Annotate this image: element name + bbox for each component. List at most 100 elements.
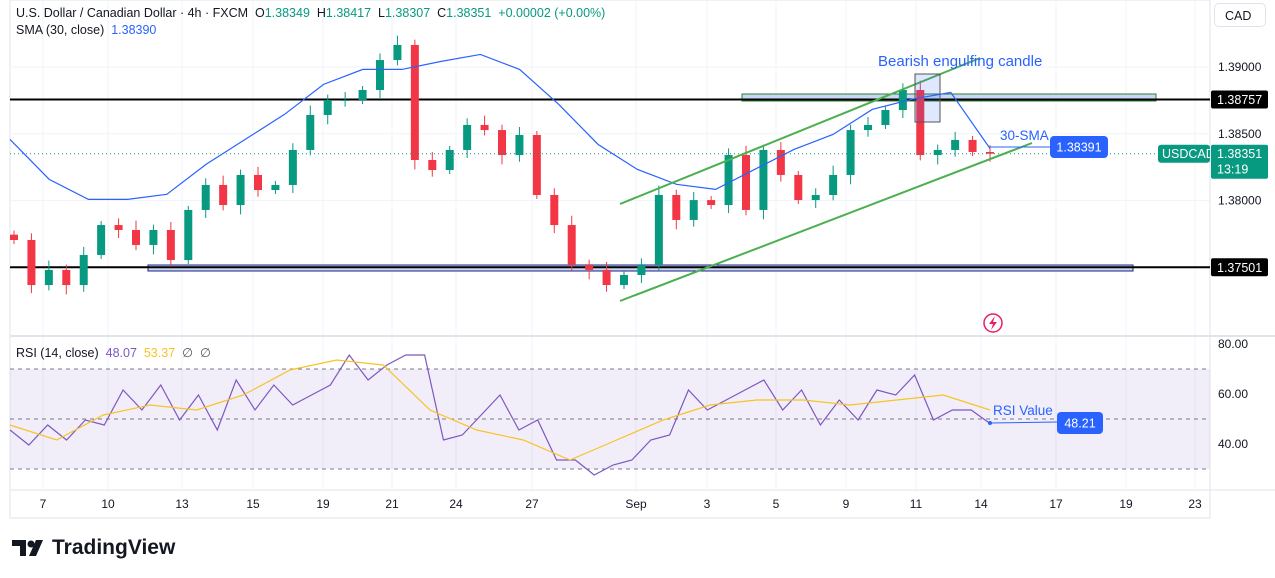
level-label: 1.38757 [1217, 93, 1262, 107]
sma-value-label: 1.38391 [1056, 141, 1101, 155]
current-price: 1.38351 [1217, 147, 1262, 161]
level-label-bg [1211, 258, 1268, 277]
candle [498, 130, 506, 156]
candle [410, 44, 419, 160]
candle [149, 229, 158, 245]
low-value: 1.38307 [384, 6, 431, 20]
price-tick: 1.38500 [1218, 127, 1262, 141]
low-label: L [378, 6, 385, 20]
candle [271, 184, 280, 191]
candle [393, 44, 402, 61]
time-tick: Sep [625, 497, 647, 511]
time-tick: 13 [175, 497, 189, 511]
candle [672, 194, 681, 220]
resistance-zone [741, 93, 1157, 102]
candle [97, 225, 106, 255]
candle [811, 194, 820, 201]
candle [550, 194, 559, 226]
level-label: 1.37501 [1217, 261, 1262, 275]
candle [585, 264, 594, 270]
candle [776, 149, 785, 175]
channel-lower-line [619, 142, 1033, 302]
rsi-legend[interactable]: RSI (14, close) 48.07 53.37 ∅ ∅ [16, 345, 211, 360]
candle [898, 89, 907, 111]
candle [132, 229, 140, 245]
sma-label: SMA (30, close) [16, 23, 105, 37]
candle [742, 155, 750, 210]
candle [620, 275, 628, 286]
chart[interactable]: 1.39000 1.38500 1.38000 7 10 13 15 19 21 24 27 Sep 3… [0, 0, 1275, 530]
sma-annotation: 30-SMA [1000, 128, 1049, 143]
price-tick: 1.38000 [1218, 194, 1262, 208]
candle [724, 155, 733, 206]
candle [79, 254, 88, 286]
change-value: +0.00002 (+0.00%) [498, 6, 606, 20]
candle [219, 184, 228, 206]
candle [62, 269, 71, 286]
close-label: C [437, 6, 447, 20]
open-label: O [254, 6, 265, 20]
brand-name: TradingView [52, 536, 176, 559]
candle [654, 194, 663, 265]
candle [707, 200, 716, 206]
time-tick: 17 [1049, 497, 1063, 511]
time-tick: 14 [974, 497, 988, 511]
candle [933, 149, 942, 156]
candle [10, 234, 18, 241]
sma-legend[interactable]: SMA (30, close) 1.38390 [16, 23, 156, 37]
candle [864, 124, 872, 131]
candle [114, 225, 123, 230]
candle [794, 174, 803, 201]
candle [829, 174, 838, 195]
candle [968, 139, 977, 152]
candle [306, 114, 315, 150]
chart-header: U.S. Dollar / Canadian Dollar · 4h · FXC… [16, 6, 605, 20]
candle [515, 135, 524, 156]
candle [567, 225, 576, 265]
candle [759, 149, 768, 210]
candle [323, 99, 332, 115]
high-label: H [316, 6, 326, 20]
candle [254, 174, 262, 191]
candle [288, 149, 297, 185]
flash-icon-bolt [989, 316, 997, 330]
candle [480, 124, 489, 131]
currency-button[interactable]: CAD [1214, 3, 1266, 27]
flash-icon [983, 313, 1003, 333]
rsi-ma-value: 53.37 [143, 346, 176, 360]
tv-logo-icon [12, 540, 43, 556]
rsi-label: RSI (14, close) [16, 346, 99, 360]
price-tick: 1.39000 [1218, 60, 1262, 74]
time-tick: 15 [246, 497, 260, 511]
rsi-tick: 80.00 [1218, 337, 1248, 351]
channel-upper-line [619, 57, 981, 205]
candle [236, 174, 245, 206]
sma-value: 1.38390 [111, 23, 157, 37]
na-value: ∅ [199, 346, 211, 360]
candle [166, 229, 175, 261]
candle [184, 209, 193, 261]
time-tick: 11 [910, 497, 923, 511]
candle [376, 60, 384, 90]
rsi-tick: 40.00 [1218, 437, 1248, 451]
time-tick: 24 [449, 497, 463, 511]
current-price-bg [1211, 144, 1268, 179]
candle [986, 151, 994, 154]
time-tick: 19 [316, 497, 330, 511]
rsi-tick: 60.00 [1218, 387, 1248, 401]
tradingview-logo[interactable]: TradingView [12, 536, 175, 560]
symbol-title: U.S. Dollar / Canadian Dollar · 4h · FXC… [16, 6, 249, 20]
candle [445, 149, 454, 171]
candle [27, 240, 36, 286]
time-tick: 10 [101, 497, 115, 511]
rsi-line [9, 353, 991, 476]
rsi-point [988, 421, 992, 425]
candle [44, 269, 53, 286]
candle [358, 89, 367, 100]
symbol-label: USDCAD [1162, 147, 1215, 161]
close-value: 1.38351 [446, 6, 492, 20]
time-tick: 27 [525, 497, 539, 511]
candle [201, 184, 210, 210]
rsi-arrow [989, 421, 1058, 424]
bearish-candle-box [914, 73, 941, 123]
